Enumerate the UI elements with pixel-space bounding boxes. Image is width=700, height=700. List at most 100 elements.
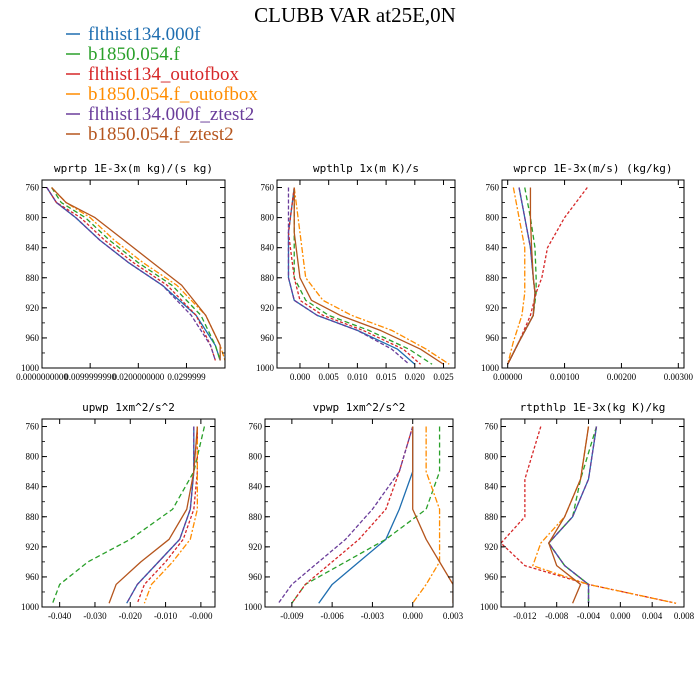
series-line-b1850-054-f-outofbox	[51, 187, 225, 361]
series-line-b1850-054-f-ztest2	[507, 187, 536, 365]
series-line-b1850-054-f-outofbox	[507, 187, 526, 365]
x-tick-label: -0.010	[154, 611, 178, 621]
plot-frame	[501, 179, 685, 369]
y-tick-label: 800	[485, 452, 499, 462]
y-tick-label: 960	[249, 572, 263, 582]
series-line-flthist134-outofbox	[46, 187, 216, 361]
x-tick-label: -0.040	[48, 611, 72, 621]
panel-wprcp: wprcp 1E-3x(m/s) (kg/kg) 760 800 840 880 920 9…	[481, 162, 693, 382]
series-line-b1850-054-f-ztest2	[51, 187, 221, 361]
y-tick-label: 920	[26, 542, 40, 552]
legend-label-flthist134-000f-ztest2: flthist134.000f_ztest2	[88, 104, 254, 125]
series-group	[51, 426, 206, 604]
panel-wprtp: wprtp 1E-3x(m kg)/(s kg) 760 800 840 880 920 9…	[16, 162, 226, 382]
x-tick-label: 0.015	[376, 372, 397, 382]
y-tick-label: 760	[26, 422, 40, 432]
x-tick-label: 0.008	[674, 611, 695, 621]
x-tick-label: -0.030	[83, 611, 107, 621]
x-tick-label: -0.006	[321, 611, 345, 621]
x-tick-label: 0.020	[405, 372, 426, 382]
y-tick-label: 960	[485, 572, 499, 582]
y-tick-label: 1000	[481, 363, 500, 373]
y-tick-label: 840	[26, 482, 40, 492]
x-tick-label: 0.00100	[550, 372, 580, 382]
y-tick-label: 960	[26, 333, 40, 343]
series-line-b1850-054-f	[293, 187, 433, 365]
series-line-flthist134-000f-ztest2	[46, 187, 216, 361]
x-tick-label: -0.012	[513, 611, 536, 621]
panel-rtpthlp: rtpthlp 1E-3x(kg K)/kg 760 800 840 880 920 960…	[480, 401, 695, 621]
figure-title: CLUBB VAR at25E,0N	[254, 3, 456, 27]
x-tick-label: -0.020	[119, 611, 143, 621]
x-tick-label: 0.000	[610, 611, 631, 621]
legend-label-b1850-054-f-outofbox: b1850.054.f_outofbox	[88, 84, 258, 105]
y-tick-label: 880	[261, 273, 275, 283]
series-line-b1850-054-f	[51, 426, 206, 604]
series-line-flthist134-outofbox	[287, 187, 421, 365]
y-tick-label: 840	[486, 243, 500, 253]
y-tick-label: 800	[26, 213, 40, 223]
series-line-b1850-054-f-outofbox	[293, 187, 450, 365]
y-tick-label: 960	[26, 572, 40, 582]
series-line-b1850-054-f-ztest2	[293, 187, 444, 365]
x-tick-label: -0.004	[577, 611, 601, 621]
y-tick-label: 880	[26, 273, 40, 283]
series-line-flthist134-000f-ztest2	[287, 187, 410, 365]
series-line-b1850-054-f-outofbox	[143, 426, 199, 604]
x-tick-label: 0.0000000000	[16, 372, 68, 382]
plot-frame	[500, 418, 685, 608]
panel-title: wprtp 1E-3x(m kg)/(s kg)	[54, 162, 213, 175]
series-group	[277, 426, 453, 604]
x-tick-label: 0.0200000000	[112, 372, 164, 382]
x-tick-label: 0.0099999990	[64, 372, 116, 382]
series-line-b1850-054-f-ztest2	[548, 426, 590, 604]
y-tick-label: 880	[486, 273, 500, 283]
x-tick-label: 0.0299999	[167, 372, 206, 382]
legend-label-b1850-054-f: b1850.054.f	[88, 44, 181, 65]
x-tick-label: -0.000	[189, 611, 213, 621]
series-line-flthist134-outofbox	[507, 187, 588, 365]
y-tick-label: 960	[486, 333, 500, 343]
y-tick-label: 800	[486, 213, 500, 223]
y-tick-label: 880	[26, 512, 40, 522]
legend-label-flthist134-outofbox: flthist134_outofbox	[88, 64, 239, 85]
y-tick-label: 800	[249, 452, 263, 462]
x-tick-label: 0.005	[319, 372, 340, 382]
x-tick-label: -0.003	[361, 611, 385, 621]
y-tick-label: 1000	[21, 602, 40, 612]
x-tick-label: 0.000	[403, 611, 424, 621]
y-tick-label: 920	[485, 542, 499, 552]
series-line-flthist134-000f-ztest2	[277, 426, 414, 604]
y-tick-label: 800	[261, 213, 275, 223]
plot-frame	[264, 418, 454, 608]
y-tick-label: 840	[249, 482, 263, 492]
y-tick-label: 840	[261, 243, 275, 253]
series-group	[287, 187, 450, 365]
x-tick-label: 0.025	[433, 372, 454, 382]
series-line-flthist134-outofbox	[291, 426, 414, 604]
y-tick-label: 1000	[480, 602, 499, 612]
panel-title: upwp 1xm^2/s^2	[82, 401, 175, 414]
panel-title: rtpthlp 1E-3x(kg K)/kg	[520, 401, 666, 414]
legend-label-flthist134-000f: flthist134.000f	[88, 24, 201, 45]
y-tick-label: 920	[26, 303, 40, 313]
y-tick-label: 880	[249, 512, 263, 522]
y-tick-label: 960	[261, 333, 275, 343]
panel-upwp: upwp 1xm^2/s^2 760 800 840 880 920 960 1000 -0.0…	[21, 401, 216, 621]
y-tick-label: 760	[261, 183, 275, 193]
y-tick-label: 760	[26, 183, 40, 193]
y-tick-label: 1000	[256, 363, 275, 373]
series-line-flthist134-000f	[318, 426, 414, 604]
series-group	[501, 426, 677, 604]
panel-title: vpwp 1xm^2/s^2	[313, 401, 406, 414]
series-line-b1850-054-f-ztest2	[412, 426, 453, 604]
y-tick-label: 920	[249, 542, 263, 552]
x-tick-label: 0.00000	[493, 372, 523, 382]
panel-vpwp: vpwp 1xm^2/s^2 760 800 840 880 920 960 1000 -0.0…	[244, 401, 464, 621]
y-tick-label: 920	[261, 303, 275, 313]
y-tick-label: 1000	[21, 363, 40, 373]
series-line-b1850-054-f	[548, 426, 598, 604]
x-tick-label: 0.010	[347, 372, 368, 382]
panel-title: wpthlp 1x(m K)/s	[313, 162, 419, 175]
